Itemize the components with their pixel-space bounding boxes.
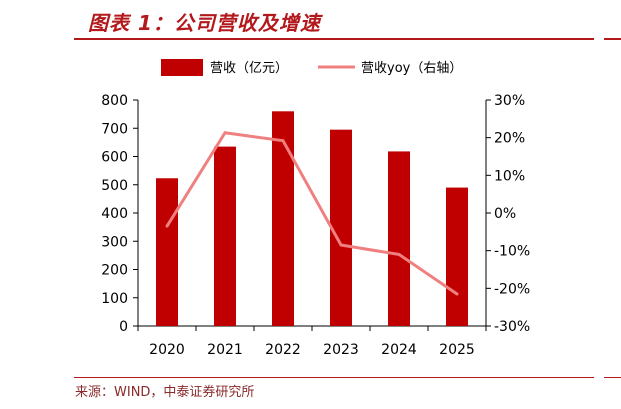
x-tick-label: 2023 bbox=[323, 342, 359, 358]
source-rule bbox=[74, 377, 594, 378]
y-right-tick-label: -20% bbox=[494, 281, 530, 297]
y-left-tick-label: 300 bbox=[101, 234, 128, 250]
figure-title: 图表 1：公司营收及增速 bbox=[88, 11, 321, 35]
y-left-tick-label: 0 bbox=[119, 319, 128, 335]
yoy-point-2020 bbox=[165, 224, 169, 228]
y-left-tick-label: 800 bbox=[101, 93, 128, 109]
source-rule-right bbox=[604, 377, 621, 378]
bar-2023 bbox=[330, 129, 352, 326]
title-rule bbox=[74, 38, 594, 40]
y-left-tick-label: 100 bbox=[101, 291, 128, 307]
y-left-tick-label: 200 bbox=[101, 263, 128, 279]
yoy-point-2024 bbox=[397, 252, 401, 256]
title-rule-right bbox=[604, 38, 621, 40]
y-right-tick-label: 10% bbox=[494, 168, 525, 184]
axes: 0 100 200 300 400 500 600 700 800 -30% -20% -10% 0% 1… bbox=[101, 93, 530, 358]
yoy-line bbox=[165, 131, 459, 296]
y-left-tick-label: 500 bbox=[101, 178, 128, 194]
yoy-point-2025 bbox=[455, 292, 459, 296]
x-tick-label: 2020 bbox=[149, 342, 185, 358]
legend: 营收（亿元） 营收yoy（右轴） bbox=[161, 59, 462, 76]
y-right-tick-label: 20% bbox=[494, 131, 525, 147]
yoy-point-2023 bbox=[339, 243, 343, 247]
bar-2025 bbox=[446, 187, 468, 326]
x-tick-label: 2025 bbox=[439, 342, 475, 358]
y-left-tick-label: 700 bbox=[101, 121, 128, 137]
legend-label-line: 营收yoy（右轴） bbox=[361, 61, 462, 76]
x-tick-label: 2024 bbox=[381, 342, 417, 358]
y-left-tick-label: 600 bbox=[101, 150, 128, 166]
bar-2024 bbox=[388, 151, 410, 326]
bar-2022 bbox=[272, 111, 294, 326]
y-right-tick-label: -10% bbox=[494, 244, 530, 260]
yoy-point-2022 bbox=[281, 139, 285, 143]
y-right-tick-label: 0% bbox=[494, 206, 516, 222]
bar-2021 bbox=[214, 146, 236, 326]
source-note: 来源：WIND，中泰证券研究所 bbox=[75, 385, 255, 400]
bars bbox=[156, 111, 468, 326]
x-tick-label: 2022 bbox=[265, 342, 301, 358]
legend-swatch-bar bbox=[161, 59, 203, 76]
y-right-tick-label: 30% bbox=[494, 93, 525, 109]
y-left-tick-label: 400 bbox=[101, 206, 128, 222]
y-right-tick-label: -30% bbox=[494, 319, 530, 335]
bar-2020 bbox=[156, 178, 178, 326]
yoy-point-2021 bbox=[223, 131, 227, 135]
x-tick-label: 2021 bbox=[207, 342, 243, 358]
legend-label-bar: 营收（亿元） bbox=[210, 61, 288, 76]
yoy-line-path bbox=[165, 131, 458, 296]
